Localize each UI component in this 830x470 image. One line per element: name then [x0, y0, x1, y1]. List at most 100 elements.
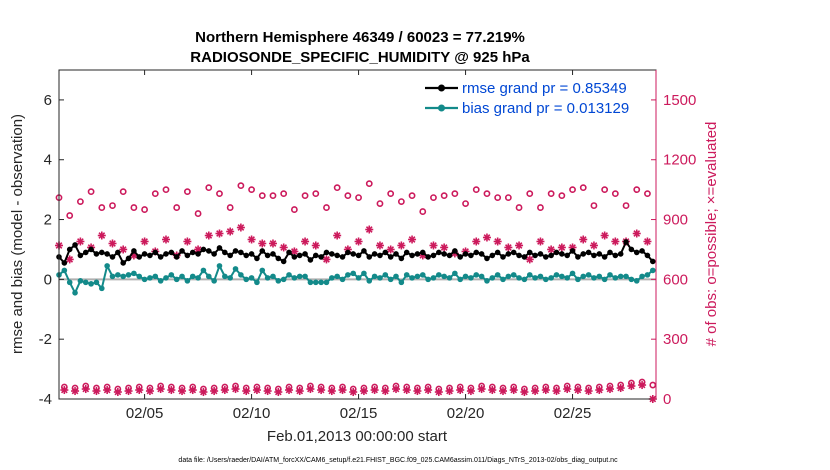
bias-data-point	[649, 267, 656, 274]
obs-possible-marker	[248, 186, 255, 194]
obs-evaluated-stroke	[339, 386, 346, 394]
obs-possible-marker	[258, 192, 266, 200]
obs-evaluated-marker	[236, 223, 245, 232]
obs-evaluated-stroke	[531, 387, 539, 395]
obs-evaluated-stroke	[397, 242, 405, 249]
rmse-data-point	[291, 254, 298, 260]
bias-data-point	[526, 272, 533, 278]
obs-evaluated-stroke	[387, 246, 395, 253]
rmse-data-point	[382, 249, 389, 256]
rmse-data-point	[259, 248, 266, 254]
rmse-data-point	[473, 249, 480, 256]
rmse-data-point	[350, 251, 357, 257]
bias-data-point	[462, 273, 469, 280]
rmse-data-point	[601, 254, 608, 260]
bias-data-point	[195, 275, 201, 281]
obs-possible-marker	[269, 192, 277, 200]
rmse-data-point	[612, 252, 619, 259]
obs-evaluated-stroke	[478, 385, 485, 393]
obs-evaluated-stroke	[93, 387, 100, 395]
obs-evaluated-stroke	[114, 388, 122, 396]
obs-evaluated-marker	[140, 237, 149, 246]
bias-data-point	[537, 273, 544, 280]
rmse-data-point	[494, 249, 501, 256]
obs-evaluated-marker	[295, 387, 304, 396]
plot-area	[59, 70, 656, 399]
x-axis-label: Feb.01,2013 00:00:00 start	[267, 428, 448, 445]
bias-data-point	[334, 273, 340, 280]
rmse-data-point	[419, 249, 426, 256]
obs-possible-marker	[430, 194, 437, 202]
rmse-data-point	[98, 249, 105, 256]
obs-evaluated-stroke	[558, 244, 566, 251]
rmse-data-point	[569, 248, 576, 254]
obs-possible-marker	[515, 204, 523, 211]
bias-data-point	[601, 276, 608, 283]
rmse-data-point	[227, 252, 233, 259]
bias-data-point	[639, 273, 645, 280]
bias-data-point	[521, 276, 528, 283]
obs-possible-marker	[119, 188, 127, 196]
obs-evaluated-marker	[349, 388, 358, 397]
obs-evaluated-stroke	[553, 387, 560, 395]
bias-data-point	[125, 272, 132, 278]
obs-possible-marker	[494, 194, 502, 202]
x-ticks: 02/05 02/10 02/15 02/20 02/25	[126, 70, 591, 422]
rmse-data-point	[334, 252, 340, 259]
y-right-tick-label: 1500	[663, 92, 696, 109]
rmse-data-point	[147, 252, 153, 259]
obs-evaluated-marker	[215, 229, 224, 238]
obs-evaluated-marker	[509, 386, 518, 395]
bias-data-point	[323, 279, 330, 286]
bias-data-point	[500, 276, 506, 283]
obs-possible-marker	[387, 190, 395, 198]
rmse-data-point	[377, 252, 383, 259]
bias-data-point	[254, 279, 260, 286]
bias-data-point	[82, 279, 89, 286]
obs-possible-marker	[216, 190, 223, 198]
rmse-data-point	[462, 251, 469, 257]
rmse-data-point	[179, 248, 185, 254]
bias-data-point	[377, 275, 383, 281]
obs-evaluated-stroke	[264, 387, 271, 395]
bias-data-point	[136, 273, 143, 280]
bias-data-point	[596, 273, 603, 280]
obs-possible-marker	[355, 194, 362, 202]
rmse-data-point	[238, 249, 244, 256]
obs-evaluated-marker	[499, 387, 508, 396]
y-tick-label: -2	[39, 331, 52, 348]
rmse-data-point	[623, 239, 629, 245]
obs-evaluated-stroke	[71, 387, 79, 395]
rmse-data-point	[254, 255, 260, 262]
bias-data-point	[227, 275, 233, 281]
bias-data-point	[163, 275, 169, 281]
obs-possible-marker	[451, 190, 459, 198]
rmse-data-point	[505, 251, 512, 257]
obs-evaluated-stroke	[521, 388, 528, 396]
bias-data-point	[72, 290, 78, 296]
obs-evaluated-marker	[563, 385, 572, 394]
obs-possible-marker	[173, 204, 181, 211]
bias-data-point	[644, 272, 651, 278]
bias-data-point	[580, 273, 587, 280]
obs-possible-marker	[611, 190, 619, 198]
obs-evaluated-marker	[392, 385, 401, 394]
bias-data-point	[248, 275, 255, 281]
obs-evaluated-marker	[605, 385, 614, 394]
obs-evaluated-stroke	[365, 226, 373, 233]
obs-evaluated-stroke	[349, 388, 357, 396]
bias-data-point	[286, 272, 292, 278]
obs-evaluated-marker	[365, 225, 374, 234]
obs-evaluated-stroke	[77, 238, 84, 245]
obs-evaluated-stroke	[579, 236, 587, 243]
obs-evaluated-marker	[279, 243, 288, 252]
x-tick-label: 02/10	[233, 405, 271, 422]
bias-data-point	[516, 275, 522, 281]
bias-data-point	[345, 272, 351, 278]
bias-data-point	[77, 278, 84, 284]
obs-evaluated-stroke	[355, 238, 362, 245]
obs-evaluated-stroke	[328, 387, 336, 395]
obs-possible-marker	[440, 192, 448, 200]
x-tick-label: 02/05	[126, 405, 164, 422]
obs-evaluated-stroke	[376, 242, 384, 249]
